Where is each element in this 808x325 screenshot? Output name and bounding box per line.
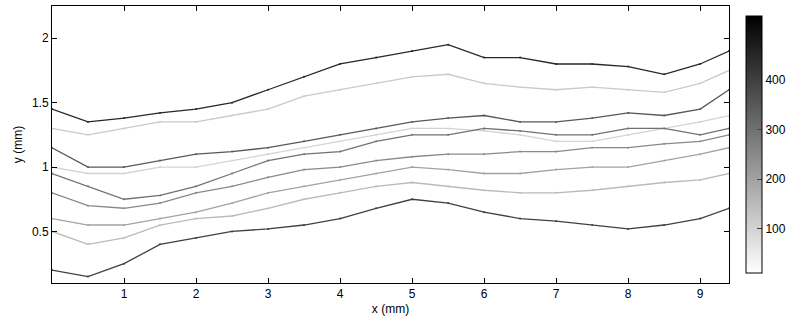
svg-text:300: 300 xyxy=(765,123,785,137)
svg-text:7: 7 xyxy=(553,287,560,301)
svg-text:2: 2 xyxy=(42,31,49,45)
svg-text:6: 6 xyxy=(481,287,488,301)
svg-text:0.5: 0.5 xyxy=(32,225,49,239)
svg-text:1.5: 1.5 xyxy=(32,96,49,110)
svg-text:1: 1 xyxy=(121,287,128,301)
svg-text:8: 8 xyxy=(625,287,632,301)
svg-text:5: 5 xyxy=(409,287,416,301)
svg-text:9: 9 xyxy=(697,287,704,301)
svg-text:4: 4 xyxy=(337,287,344,301)
svg-text:3: 3 xyxy=(265,287,272,301)
svg-text:y (mm): y (mm) xyxy=(11,126,25,163)
svg-text:x (mm): x (mm) xyxy=(372,302,409,316)
svg-text:2: 2 xyxy=(193,287,200,301)
svg-text:100: 100 xyxy=(765,222,785,236)
svg-text:1: 1 xyxy=(42,160,49,174)
svg-text:400: 400 xyxy=(765,73,785,87)
svg-text:200: 200 xyxy=(765,172,785,186)
